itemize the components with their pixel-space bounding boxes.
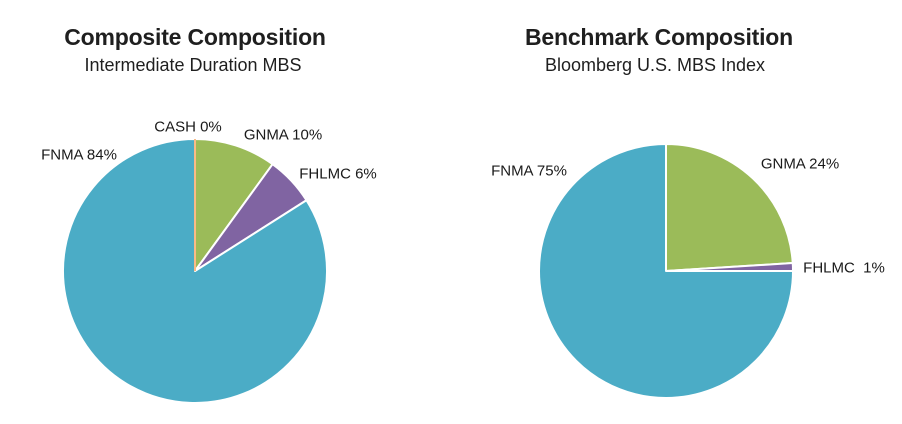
pie-slice-gnma: [665, 143, 794, 272]
composite-chart-subtitle: Intermediate Duration MBS: [84, 55, 302, 75]
benchmark-label-fnma: FNMA 75%: [491, 162, 567, 180]
composite-label-fhlmc: FHLMC 6%: [299, 165, 377, 183]
composite-label-gnma: GNMA 10%: [243, 126, 323, 144]
benchmark-chart-title: Benchmark Composition: [524, 24, 794, 50]
benchmark-chart-subtitle: Bloomberg U.S. MBS Index: [544, 55, 766, 75]
benchmark-label-fhlmc: FHLMC 1%: [803, 259, 885, 277]
pie-slice-gnma: [194, 138, 274, 272]
pie-slice-fnma: [62, 138, 328, 404]
composite-label-fnma: FNMA 84%: [41, 146, 117, 164]
benchmark-label-gnma: GNMA 24%: [760, 155, 840, 173]
composite-chart-title: Composite Composition: [64, 24, 326, 50]
pie-slice-fnma: [538, 143, 794, 399]
composite-label-cash: CASH 0%: [154, 118, 222, 136]
